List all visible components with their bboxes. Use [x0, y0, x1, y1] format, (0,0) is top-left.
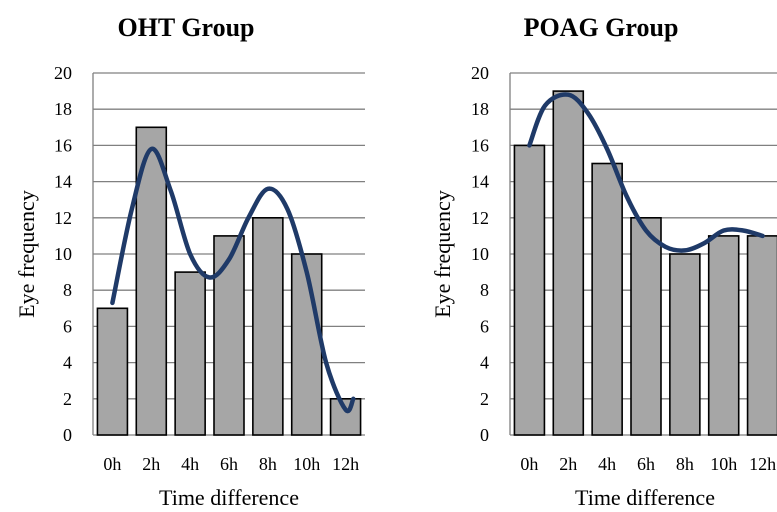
y-tick-label: 0 [63, 425, 72, 445]
x-tick-label: 6h [220, 454, 238, 474]
y-tick-label: 12 [54, 208, 72, 228]
x-tick-label: 4h [598, 454, 616, 474]
bar-6h [213, 235, 245, 436]
y-tick-label: 14 [54, 172, 72, 192]
y-tick-label: 20 [471, 63, 489, 83]
bar-0h [96, 307, 129, 436]
y-tick-label: 2 [63, 389, 72, 409]
bar-0h [513, 144, 546, 436]
y-tick-label: 2 [480, 389, 489, 409]
y-tick-label: 12 [471, 208, 489, 228]
x-tick-label: 0h [520, 454, 538, 474]
y-tick-label: 4 [63, 353, 72, 373]
bar-8h [252, 217, 284, 436]
x-tick-label: 2h [142, 454, 160, 474]
y-tick-label: 16 [471, 135, 489, 155]
bar-4h [591, 162, 623, 436]
y-tick-label: 18 [54, 99, 72, 119]
bar-12h [746, 235, 777, 436]
x-tick-label: 6h [637, 454, 655, 474]
x-tick-label: 12h [749, 454, 776, 474]
bar-2h [552, 90, 585, 436]
bar-12h [329, 397, 362, 436]
x-tick-label: 10h [293, 454, 320, 474]
y-tick-label: 10 [471, 244, 489, 264]
trend-curve [527, 92, 765, 253]
x-axis-label: Time difference [575, 485, 715, 510]
x-tick-label: 8h [676, 454, 694, 474]
chart-title: POAG Group [524, 13, 679, 42]
x-tick-label: 0h [103, 454, 121, 474]
bar-6h [630, 217, 662, 436]
chart-1: POAG Group 0 2 4 6 8 10 12 14 16 18 20 0h 2h 4h 6h 8h 10h… [430, 13, 777, 510]
bar-8h [669, 253, 701, 436]
bar-10h [290, 253, 323, 436]
bar-10h [707, 235, 740, 436]
x-tick-label: 12h [332, 454, 359, 474]
y-tick-label: 16 [54, 135, 72, 155]
trend-curve [110, 146, 356, 414]
chart-0: OHT Group 0 2 4 6 8 10 12 14 16 18 20 0h 2h 4h 6h 8h 10h 1… [14, 13, 365, 510]
y-tick-label: 4 [480, 353, 489, 373]
x-tick-label: 10h [710, 454, 737, 474]
y-tick-label: 6 [63, 316, 72, 336]
y-tick-label: 10 [54, 244, 72, 264]
bar-4h [174, 271, 206, 436]
x-axis-label: Time difference [159, 485, 299, 510]
x-tick-label: 4h [181, 454, 199, 474]
y-axis-label: Eye frequency [430, 190, 455, 318]
y-tick-label: 20 [54, 63, 72, 83]
y-tick-label: 6 [480, 316, 489, 336]
y-tick-label: 14 [471, 172, 489, 192]
y-tick-label: 8 [63, 280, 72, 300]
chart-title: OHT Group [117, 13, 254, 42]
y-tick-label: 0 [480, 425, 489, 445]
x-tick-label: 8h [259, 454, 277, 474]
x-tick-label: 2h [559, 454, 577, 474]
y-axis-label: Eye frequency [14, 190, 39, 318]
y-tick-label: 18 [471, 99, 489, 119]
y-tick-label: 8 [480, 280, 489, 300]
